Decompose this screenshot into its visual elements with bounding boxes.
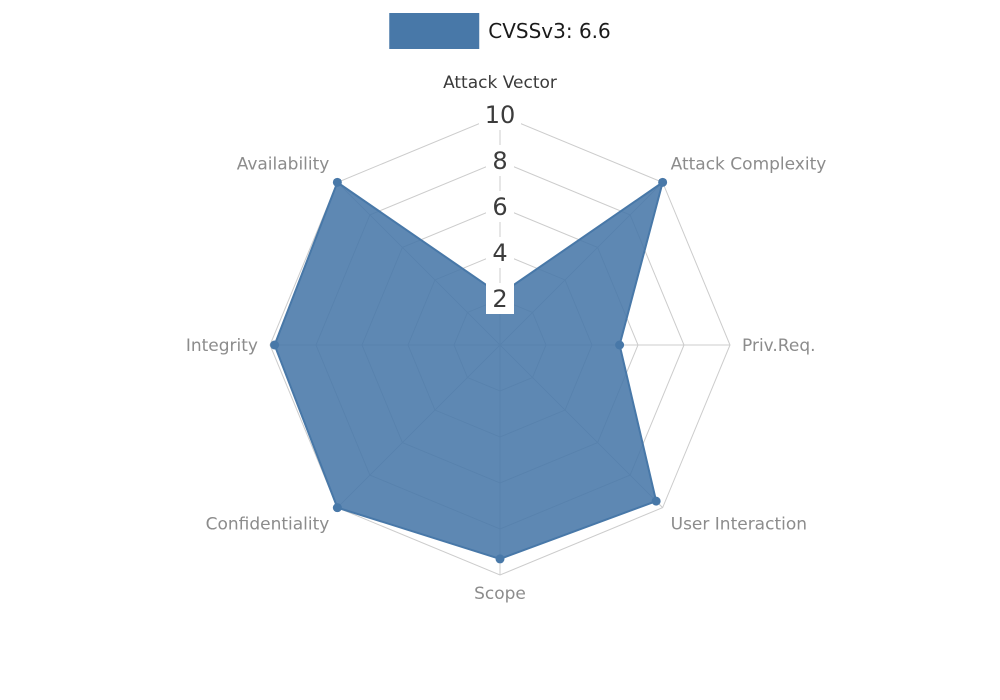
axis-label-user-interaction: User Interaction <box>671 515 807 535</box>
radial-tick-box <box>486 145 514 176</box>
radar-vertex-dot <box>658 177 668 187</box>
axis-label-confidentiality: Confidentiality <box>206 515 330 535</box>
radar-vertex-dot <box>615 340 625 350</box>
radial-tick-label: 2 <box>492 285 507 313</box>
radial-tick-box <box>486 191 514 222</box>
legend: CVSSv3: 6.6 <box>389 13 611 49</box>
radial-tick-label: 10 <box>485 101 516 129</box>
axis-label-integrity: Integrity <box>186 336 258 356</box>
radar-vertex-dot <box>651 496 661 506</box>
radar-vertex-dot <box>495 554 505 564</box>
axis-label-scope: Scope <box>474 584 526 604</box>
radar-series-polygon <box>273 181 664 560</box>
legend-swatch <box>389 13 480 49</box>
radial-tick-label: 4 <box>492 239 507 267</box>
radar-vertex-dot <box>332 177 342 187</box>
axis-label-availability: Availability <box>237 154 330 174</box>
radar-vertex-dot <box>270 340 280 350</box>
legend-label: CVSSv3: 6.6 <box>488 19 611 43</box>
axis-label-attack-vector: Attack Vector <box>443 73 557 93</box>
axis-label-attack-complexity: Attack Complexity <box>671 154 827 174</box>
radial-tick-label: 6 <box>492 193 507 221</box>
radial-tick-box <box>479 99 521 130</box>
radial-tick-box <box>486 283 514 314</box>
radar-vertex-dot <box>332 503 342 513</box>
radial-tick-box <box>486 237 514 268</box>
axis-label-priv-req: Priv.Req. <box>742 336 816 356</box>
radial-tick-label: 8 <box>492 147 507 175</box>
